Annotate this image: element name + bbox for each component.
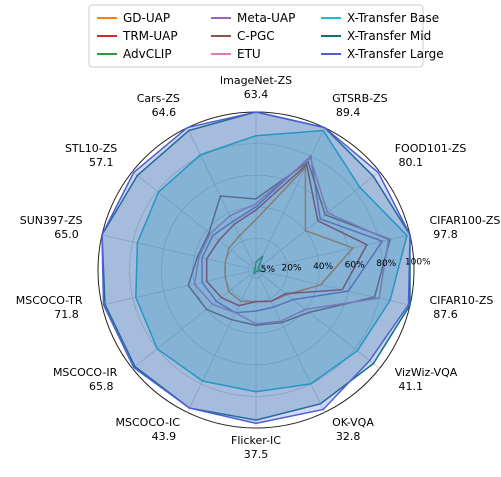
legend-label: ETU [237, 47, 261, 61]
radial-tick-label: 5% [261, 265, 276, 275]
legend-label: GD-UAP [123, 11, 170, 25]
series-polygon-meta-uap [201, 154, 384, 314]
axis-spoke [255, 127, 325, 271]
axis-max-value: 65.0 [54, 228, 79, 241]
axis-label: SUN397-ZS [20, 214, 83, 227]
axis-label: Cars-ZS [137, 92, 180, 105]
legend-label: X-Transfer Base [347, 11, 439, 25]
legend-label: Meta-UAP [237, 11, 295, 25]
axis-max-value: 97.8 [433, 228, 458, 241]
axis-spoke [187, 269, 257, 413]
axis-max-value: 71.8 [54, 308, 79, 321]
axis-max-value: 80.1 [398, 156, 423, 169]
axis-spoke [255, 234, 411, 271]
axis-label: CIFAR100-ZS [429, 214, 500, 227]
axis-max-value: 64.6 [152, 106, 177, 119]
legend-label: TRM-UAP [122, 29, 178, 43]
legend-label: C-PGC [237, 29, 275, 43]
series-polygon-x-transfer-base [135, 129, 408, 393]
axis-max-value: 32.8 [336, 430, 361, 443]
axis-spoke [255, 269, 325, 413]
axis-max-value: 65.8 [89, 380, 114, 393]
series-polygon-advclip [253, 255, 265, 275]
legend-label: X-Transfer Large [347, 47, 444, 61]
axis-max-value: 63.4 [244, 88, 269, 101]
axis-label: VizWiz-VQA [395, 366, 458, 379]
axis-label: FOOD101-ZS [395, 142, 467, 155]
legend-box [88, 4, 424, 68]
axis-spoke [187, 127, 257, 271]
series-polygon-trm-uap [205, 163, 368, 307]
radial-tick-label: 60% [345, 261, 365, 271]
axis-label: STL10-ZS [65, 142, 117, 155]
axis-max-value: 57.1 [89, 156, 114, 169]
axis-spoke [101, 234, 257, 271]
axis-label: MSCOCO-TR [16, 294, 83, 307]
radial-tick-label: 80% [376, 259, 396, 269]
axis-spoke [255, 269, 411, 306]
legend-label: X-Transfer Mid [347, 29, 431, 43]
axis-label: MSCOCO-IC [116, 416, 181, 429]
series-polygon-x-transfer-large [101, 111, 411, 425]
radial-tick-label: 40% [313, 262, 333, 272]
axis-label: MSCOCO-IR [53, 366, 118, 379]
legend-label: AdvCLIP [123, 47, 172, 61]
series-polygon-etu [193, 156, 390, 325]
axis-max-value: 43.9 [152, 430, 177, 443]
series-polygon-c-pgc [187, 160, 391, 327]
axis-label: GTSRB-ZS [332, 92, 388, 105]
radial-tick-label: 20% [282, 264, 302, 274]
axis-label: CIFAR10-ZS [429, 294, 493, 307]
axis-max-value: 89.4 [336, 106, 361, 119]
axis-spoke [101, 269, 257, 306]
axis-spoke [132, 269, 257, 369]
axis-max-value: 87.6 [433, 308, 458, 321]
series-polygon-x-transfer-mid [101, 111, 411, 421]
radial-tick-label: 100% [405, 257, 431, 267]
axis-label: Flicker-IC [231, 434, 281, 447]
axis-spoke [255, 269, 380, 369]
axis-label: ImageNet-ZS [220, 74, 292, 87]
axis-spoke [132, 171, 257, 271]
axis-max-value: 37.5 [244, 448, 269, 461]
axis-label: OK-VQA [332, 416, 374, 429]
axis-max-value: 41.1 [398, 380, 423, 393]
